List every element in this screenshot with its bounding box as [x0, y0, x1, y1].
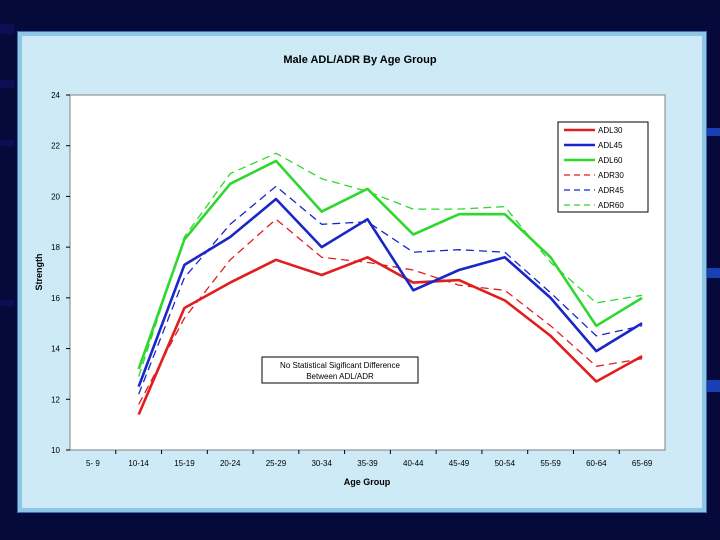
legend: ADL30 ADL45 ADL60 ADR30 ADR45 ADR60: [557, 121, 649, 213]
legend-label-adl60: ADL60: [598, 156, 623, 165]
x-tick-label: 65-69: [632, 459, 653, 468]
y-tick-label: 18: [51, 243, 60, 252]
series-line-adr30: [138, 218, 643, 405]
background-stripe: [0, 80, 14, 88]
legend-label-adl45: ADL45: [598, 141, 623, 150]
x-tick-label: 5- 9: [86, 459, 100, 468]
annotation-line-2: Between ADL/ADR: [306, 372, 374, 381]
y-tick-label: 24: [51, 91, 60, 100]
x-tick-label: 15-19: [174, 459, 195, 468]
annotation-box: No Statistical Sigificant Difference Bet…: [261, 356, 419, 384]
x-tick-label: 55-59: [540, 459, 561, 468]
x-tick-label: 30-34: [311, 459, 332, 468]
legend-label-adr30: ADR30: [598, 171, 624, 180]
background-stripe: [0, 300, 14, 306]
background-stripe: [0, 140, 14, 146]
series-lines: [137, 152, 643, 416]
y-axis: 10 12 14 16 18 20 22 24: [51, 91, 70, 455]
y-tick-label: 16: [51, 294, 60, 303]
y-tick-label: 14: [51, 345, 60, 354]
chart-title: Male ADL/ADR By Age Group: [283, 54, 436, 66]
background-accent: [706, 268, 720, 278]
x-tick-label: 25-29: [266, 459, 287, 468]
x-axis: 5- 9 10-14 15-19 20-24 25-29 30-34 35-39 40-44 4…: [86, 450, 653, 468]
y-tick-label: 10: [51, 446, 60, 455]
x-tick-label: 40-44: [403, 459, 424, 468]
x-tick-label: 35-39: [357, 459, 378, 468]
x-tick-label: 50-54: [495, 459, 516, 468]
x-tick-label: 10-14: [128, 459, 149, 468]
legend-label-adr45: ADR45: [598, 186, 624, 195]
x-axis-label: Age Group: [344, 477, 391, 487]
y-tick-label: 12: [51, 395, 60, 404]
series-line-adr45: [138, 185, 643, 395]
series-line-adl60: [137, 159, 643, 370]
series-line-adl45: [137, 197, 643, 388]
y-axis-label: Strength: [34, 254, 44, 291]
background-stripe: [0, 24, 14, 34]
background-accent: [706, 128, 720, 136]
y-tick-label: 20: [51, 192, 60, 201]
x-tick-label: 20-24: [220, 459, 241, 468]
background-accent: [706, 380, 720, 392]
series-line-adr60: [138, 152, 643, 377]
legend-label-adr60: ADR60: [598, 201, 624, 210]
y-tick-label: 22: [51, 142, 60, 151]
legend-label-adl30: ADL30: [598, 126, 623, 135]
x-tick-label: 60-64: [586, 459, 607, 468]
x-tick-label: 45-49: [449, 459, 470, 468]
series-line-adl30: [137, 255, 643, 416]
annotation-line-1: No Statistical Sigificant Difference: [280, 361, 400, 370]
legend-box: [557, 121, 649, 213]
